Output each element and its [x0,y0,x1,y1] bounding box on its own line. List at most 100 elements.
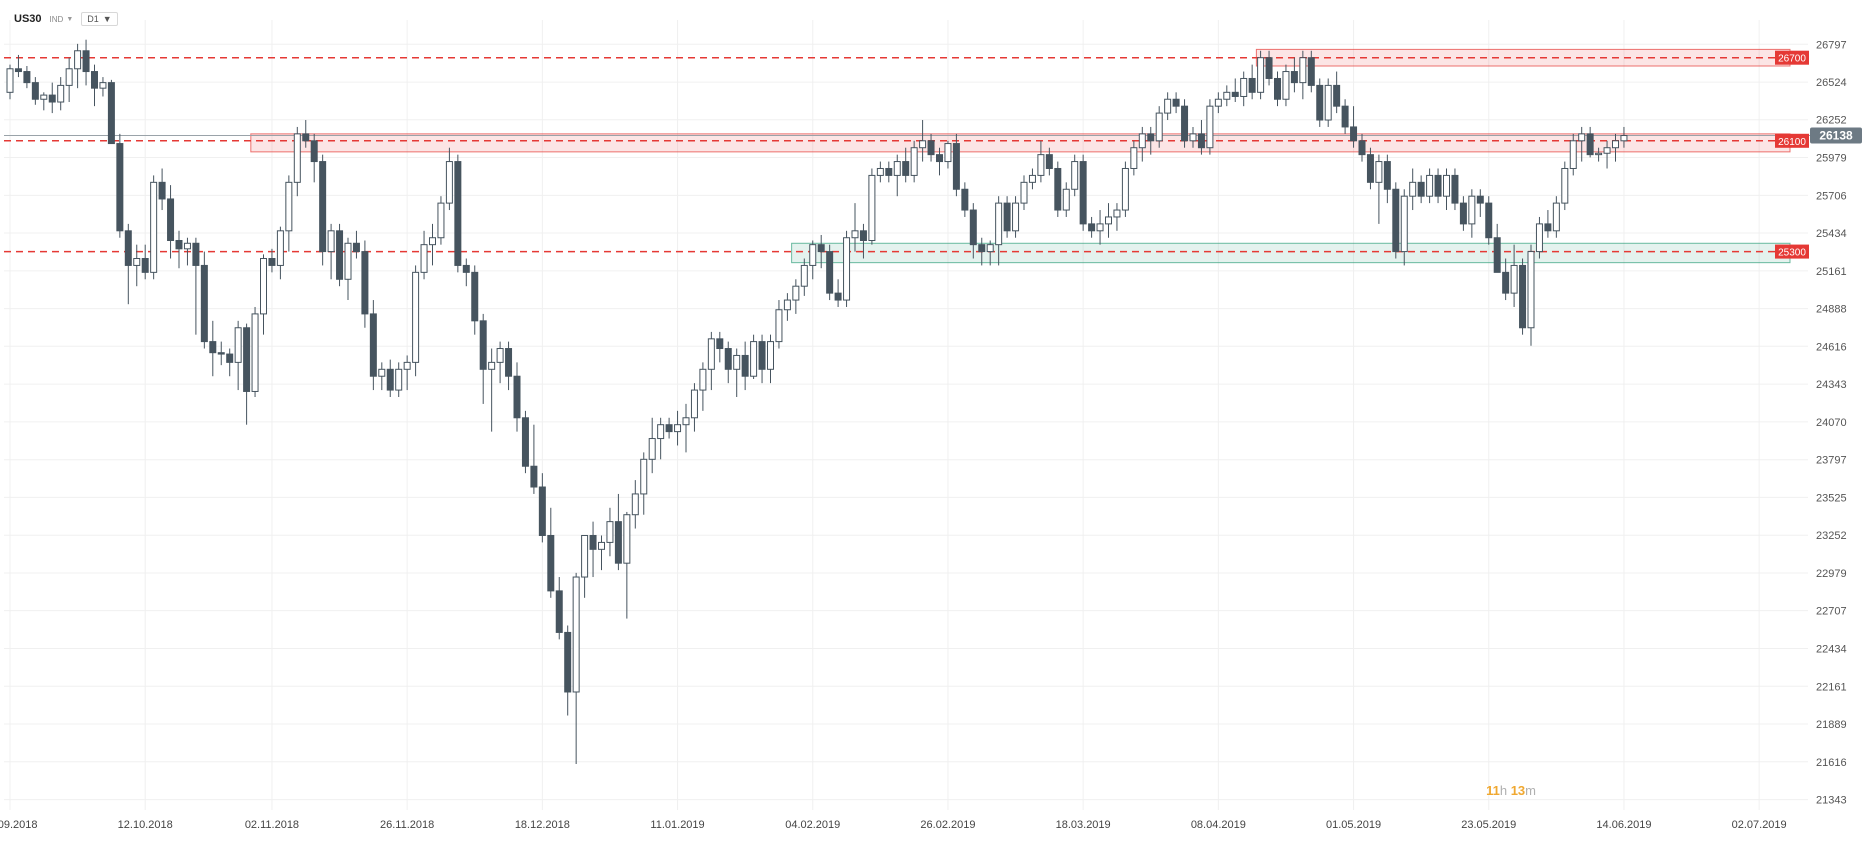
y-tick-label: 21616 [1816,757,1847,769]
candle-bearish [91,71,98,89]
y-tick-label: 24616 [1816,341,1847,353]
candle-bullish [783,299,791,311]
candle-bearish [31,82,39,100]
candle-bullish [606,521,614,543]
y-tick-label: 26252 [1816,115,1847,127]
candle-bearish [885,167,893,176]
countdown-hours: 11 [1486,783,1500,798]
candle-bearish [1586,133,1594,156]
candle-bullish [1214,98,1222,107]
y-tick-label: 25434 [1816,228,1847,240]
x-tick-label: 04.02.2019 [785,819,840,831]
candle-bullish [851,230,859,239]
candle-bullish [910,147,918,176]
candle-bullish [378,368,386,377]
candle-bearish [1333,84,1341,107]
timeframe-dropdown[interactable]: D1 ▼ [81,12,118,26]
y-tick-label: 25161 [1816,266,1847,278]
level-zone [791,242,1791,264]
candle-bullish [919,140,927,149]
candle-bearish [547,534,555,592]
candle-bearish [538,486,546,536]
candle-bearish [555,590,563,633]
candle-bullish [1409,181,1417,197]
candle-bearish [614,521,622,564]
x-tick-label: 26.11.2018 [380,819,434,831]
candle-bearish [116,143,124,232]
instrument-type-label: IND [49,14,64,24]
candle-bullish [1603,147,1611,154]
x-tick-label: 14.06.2019 [1596,819,1651,831]
candle-bullish [57,84,65,103]
chevron-down-icon: ▼ [102,14,112,24]
candle-bearish [1316,84,1324,121]
candle-bullish [1028,174,1036,183]
candle-bullish [234,327,242,363]
y-tick-label: 24343 [1816,379,1847,391]
candle-bullish [1020,181,1028,204]
candle-bullish [1426,174,1434,197]
candle-bearish [716,338,724,350]
candle-bullish [1223,91,1231,100]
candle-bullish [674,424,682,433]
candle-bullish [598,541,605,550]
candle-bearish [1544,223,1552,232]
timeframe-label: D1 [87,14,99,24]
x-tick-label: 23.05.2019 [1461,819,1516,831]
y-tick-label: 22979 [1816,568,1847,580]
candle-bullish [572,576,580,693]
y-tick-label: 26797 [1816,39,1847,51]
candle-bullish [344,242,352,280]
level-price-label: 25300 [1778,248,1806,259]
candle-bullish [699,368,707,391]
candle-bearish [513,375,521,419]
candle-bullish [260,258,267,315]
candle-bullish [1324,84,1332,121]
candle-bullish [496,348,504,363]
candle-bullish [733,354,741,370]
candle-bearish [505,348,513,377]
x-tick-label: 18.12.2018 [515,819,570,831]
candle-bullish [1527,251,1535,329]
level-price-label: 26100 [1778,137,1806,148]
candle-bearish [826,251,834,294]
candle-bearish [471,271,479,322]
y-tick-label: 23525 [1816,492,1847,504]
candle-bearish [1172,98,1180,107]
candle-bullish [1037,154,1045,176]
candle-bearish [1079,161,1087,225]
candle-bullish [445,161,453,204]
symbol-label[interactable]: US30 [14,13,42,25]
y-tick-label: 22161 [1816,681,1847,693]
chart-toolbar: US30 IND ▼ D1 ▼ [14,10,118,28]
candle-bearish [23,71,31,84]
x-tick-label: 26.02.2019 [920,819,975,831]
candle-bullish [412,271,420,363]
candle-bullish [809,244,817,266]
candle-bullish [792,285,800,301]
candle-bullish [767,341,774,370]
candle-bullish [581,534,589,578]
candles [6,39,1628,764]
current-price-label: 26138 [1819,129,1853,143]
candle-bullish [285,181,293,232]
candle-bearish [82,50,90,73]
chevron-down-icon: ▼ [66,15,74,23]
candle-countdown: 11h 13m [1486,783,1536,798]
candle-bullish [1578,133,1586,142]
candle-bearish [217,352,225,355]
candle-bearish [226,353,234,363]
instrument-type-dropdown[interactable]: IND ▼ [50,15,74,24]
candle-bearish [192,242,200,266]
candle-bearish [124,230,132,266]
candle-bearish [14,68,22,73]
candle-bullish [183,242,191,250]
candle-bearish [1417,181,1425,197]
grid-lines [4,20,1808,810]
candle-bearish [479,320,487,370]
candle-bullish [40,94,48,100]
candle-bearish [1181,105,1189,142]
candle-bullish [843,237,851,301]
